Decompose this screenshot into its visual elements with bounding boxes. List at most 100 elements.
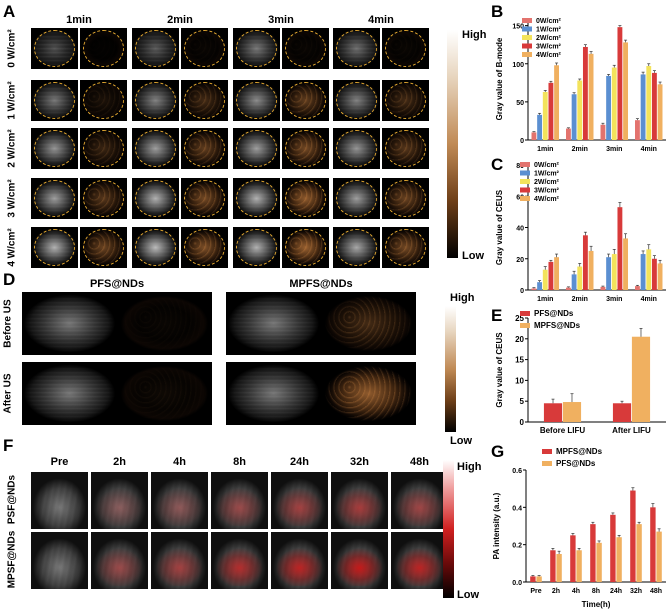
panel-d-colorbar bbox=[445, 306, 456, 432]
pa-signal bbox=[215, 486, 264, 527]
x-tick-label: 2h bbox=[552, 588, 560, 595]
bmode-image bbox=[233, 227, 280, 268]
legend-swatch bbox=[522, 18, 532, 23]
bar bbox=[640, 74, 646, 140]
bar bbox=[556, 554, 562, 582]
panel-label-c: C bbox=[491, 155, 504, 174]
legend-label: 3W/cm² bbox=[534, 188, 560, 195]
y-tick-label: 20 bbox=[516, 257, 524, 264]
roi-circle bbox=[385, 30, 426, 67]
bmode-image bbox=[333, 128, 380, 169]
panel-d-ultrasound-grid: PFS@NDs MPFS@NDs Before US After US bbox=[0, 270, 490, 440]
ceus-image bbox=[80, 178, 127, 219]
roi-circle bbox=[285, 180, 326, 217]
ceus-image bbox=[117, 362, 212, 425]
chart-g-pa-intensity: 0.0 0.2 0.4 0.6 PA intensity (a.u.) Pre 2h 4h 8h… bbox=[492, 447, 666, 609]
ceus-image bbox=[382, 227, 429, 268]
pa-signal bbox=[35, 546, 84, 587]
y-tick-label: 0.0 bbox=[512, 580, 522, 587]
y-tick-label: 100 bbox=[512, 62, 524, 69]
pa-image bbox=[211, 532, 268, 589]
bar bbox=[537, 114, 543, 140]
bmode-image bbox=[226, 362, 321, 425]
legend-swatch bbox=[520, 187, 530, 193]
bar bbox=[566, 287, 571, 290]
panel-d-title: PFS@NDs bbox=[89, 278, 145, 290]
legend-label: 0W/cm² bbox=[536, 18, 562, 25]
x-tick-label: 32h bbox=[630, 588, 642, 595]
roi-circle bbox=[83, 229, 124, 266]
roi-circle bbox=[285, 30, 326, 67]
roi-circle bbox=[385, 130, 426, 167]
pa-image bbox=[151, 532, 208, 589]
bar bbox=[531, 132, 537, 140]
bmode-image bbox=[31, 227, 78, 268]
panel-label-g: G bbox=[491, 442, 505, 461]
panel-d-title: MPFS@NDs bbox=[289, 278, 353, 290]
roi-circle bbox=[236, 130, 277, 167]
bmode-image bbox=[132, 227, 179, 268]
legend-swatch bbox=[520, 162, 530, 167]
bar bbox=[570, 535, 576, 582]
panel-d-row-label: Before US bbox=[2, 299, 14, 348]
x-tick-label: After LIFU bbox=[612, 426, 651, 435]
legend-label: 4W/cm² bbox=[536, 52, 562, 59]
pa-image bbox=[331, 472, 388, 529]
x-tick-label: Pre bbox=[530, 588, 541, 595]
legend-label: 2W/cm² bbox=[536, 35, 562, 42]
pa-image bbox=[391, 532, 448, 589]
x-tick-label: 2min bbox=[572, 296, 588, 303]
panel-f-colorbar bbox=[443, 460, 454, 598]
bar bbox=[577, 80, 583, 140]
panel-a-row-label: 0 W/cm² bbox=[6, 29, 18, 68]
roi-circle bbox=[184, 130, 225, 167]
legend-swatch bbox=[522, 26, 532, 32]
panel-d-row-label: After US bbox=[2, 373, 14, 414]
bar bbox=[582, 235, 588, 290]
bar bbox=[596, 542, 602, 582]
bmode-image bbox=[132, 28, 179, 69]
pa-signal bbox=[35, 486, 84, 527]
roi-circle bbox=[336, 130, 377, 167]
roi-circle bbox=[184, 30, 225, 67]
panel-label-a: A bbox=[3, 2, 16, 21]
y-tick-label: 20 bbox=[515, 335, 524, 344]
bar bbox=[636, 524, 642, 582]
bar bbox=[650, 507, 656, 582]
bar bbox=[611, 254, 617, 290]
roi-circle bbox=[135, 30, 176, 67]
pa-signal bbox=[395, 486, 444, 527]
pa-signal bbox=[395, 546, 444, 587]
pa-image bbox=[271, 532, 328, 589]
pa-image bbox=[91, 472, 148, 529]
panel-d-colorbar-high: High bbox=[450, 292, 475, 304]
ceus-image bbox=[80, 80, 127, 121]
bmode-image bbox=[31, 128, 78, 169]
bmode-image bbox=[132, 80, 179, 121]
pa-signal bbox=[335, 486, 384, 527]
legend-swatch bbox=[520, 196, 530, 201]
bar bbox=[646, 249, 652, 290]
roi-circle bbox=[135, 180, 176, 217]
chart-e-ceus-lifu: 0 5 10 15 20 25 Gray value of CEUS Before LIFU A… bbox=[495, 309, 666, 435]
bar bbox=[657, 84, 663, 140]
panel-f-col-header: 2h bbox=[113, 456, 126, 468]
legend-swatch bbox=[522, 35, 532, 40]
y-tick-label: 15 bbox=[515, 356, 524, 365]
ceus-image bbox=[181, 227, 228, 268]
panel-f-col-header: 48h bbox=[410, 456, 429, 468]
legend-swatch bbox=[520, 179, 530, 184]
pa-image bbox=[271, 472, 328, 529]
bar bbox=[537, 282, 543, 290]
bmode-image bbox=[233, 128, 280, 169]
bar bbox=[588, 53, 594, 140]
bar bbox=[617, 27, 623, 140]
bar bbox=[656, 531, 662, 582]
pa-signal bbox=[155, 486, 204, 527]
y-tick-label: 0 bbox=[520, 288, 524, 295]
panel-f-colorbar-low: Low bbox=[457, 589, 479, 601]
legend-label: 3W/cm² bbox=[536, 44, 562, 51]
y-axis-label: PA intensity (a.u.) bbox=[492, 492, 501, 559]
bar bbox=[571, 274, 577, 290]
pa-signal bbox=[155, 546, 204, 587]
